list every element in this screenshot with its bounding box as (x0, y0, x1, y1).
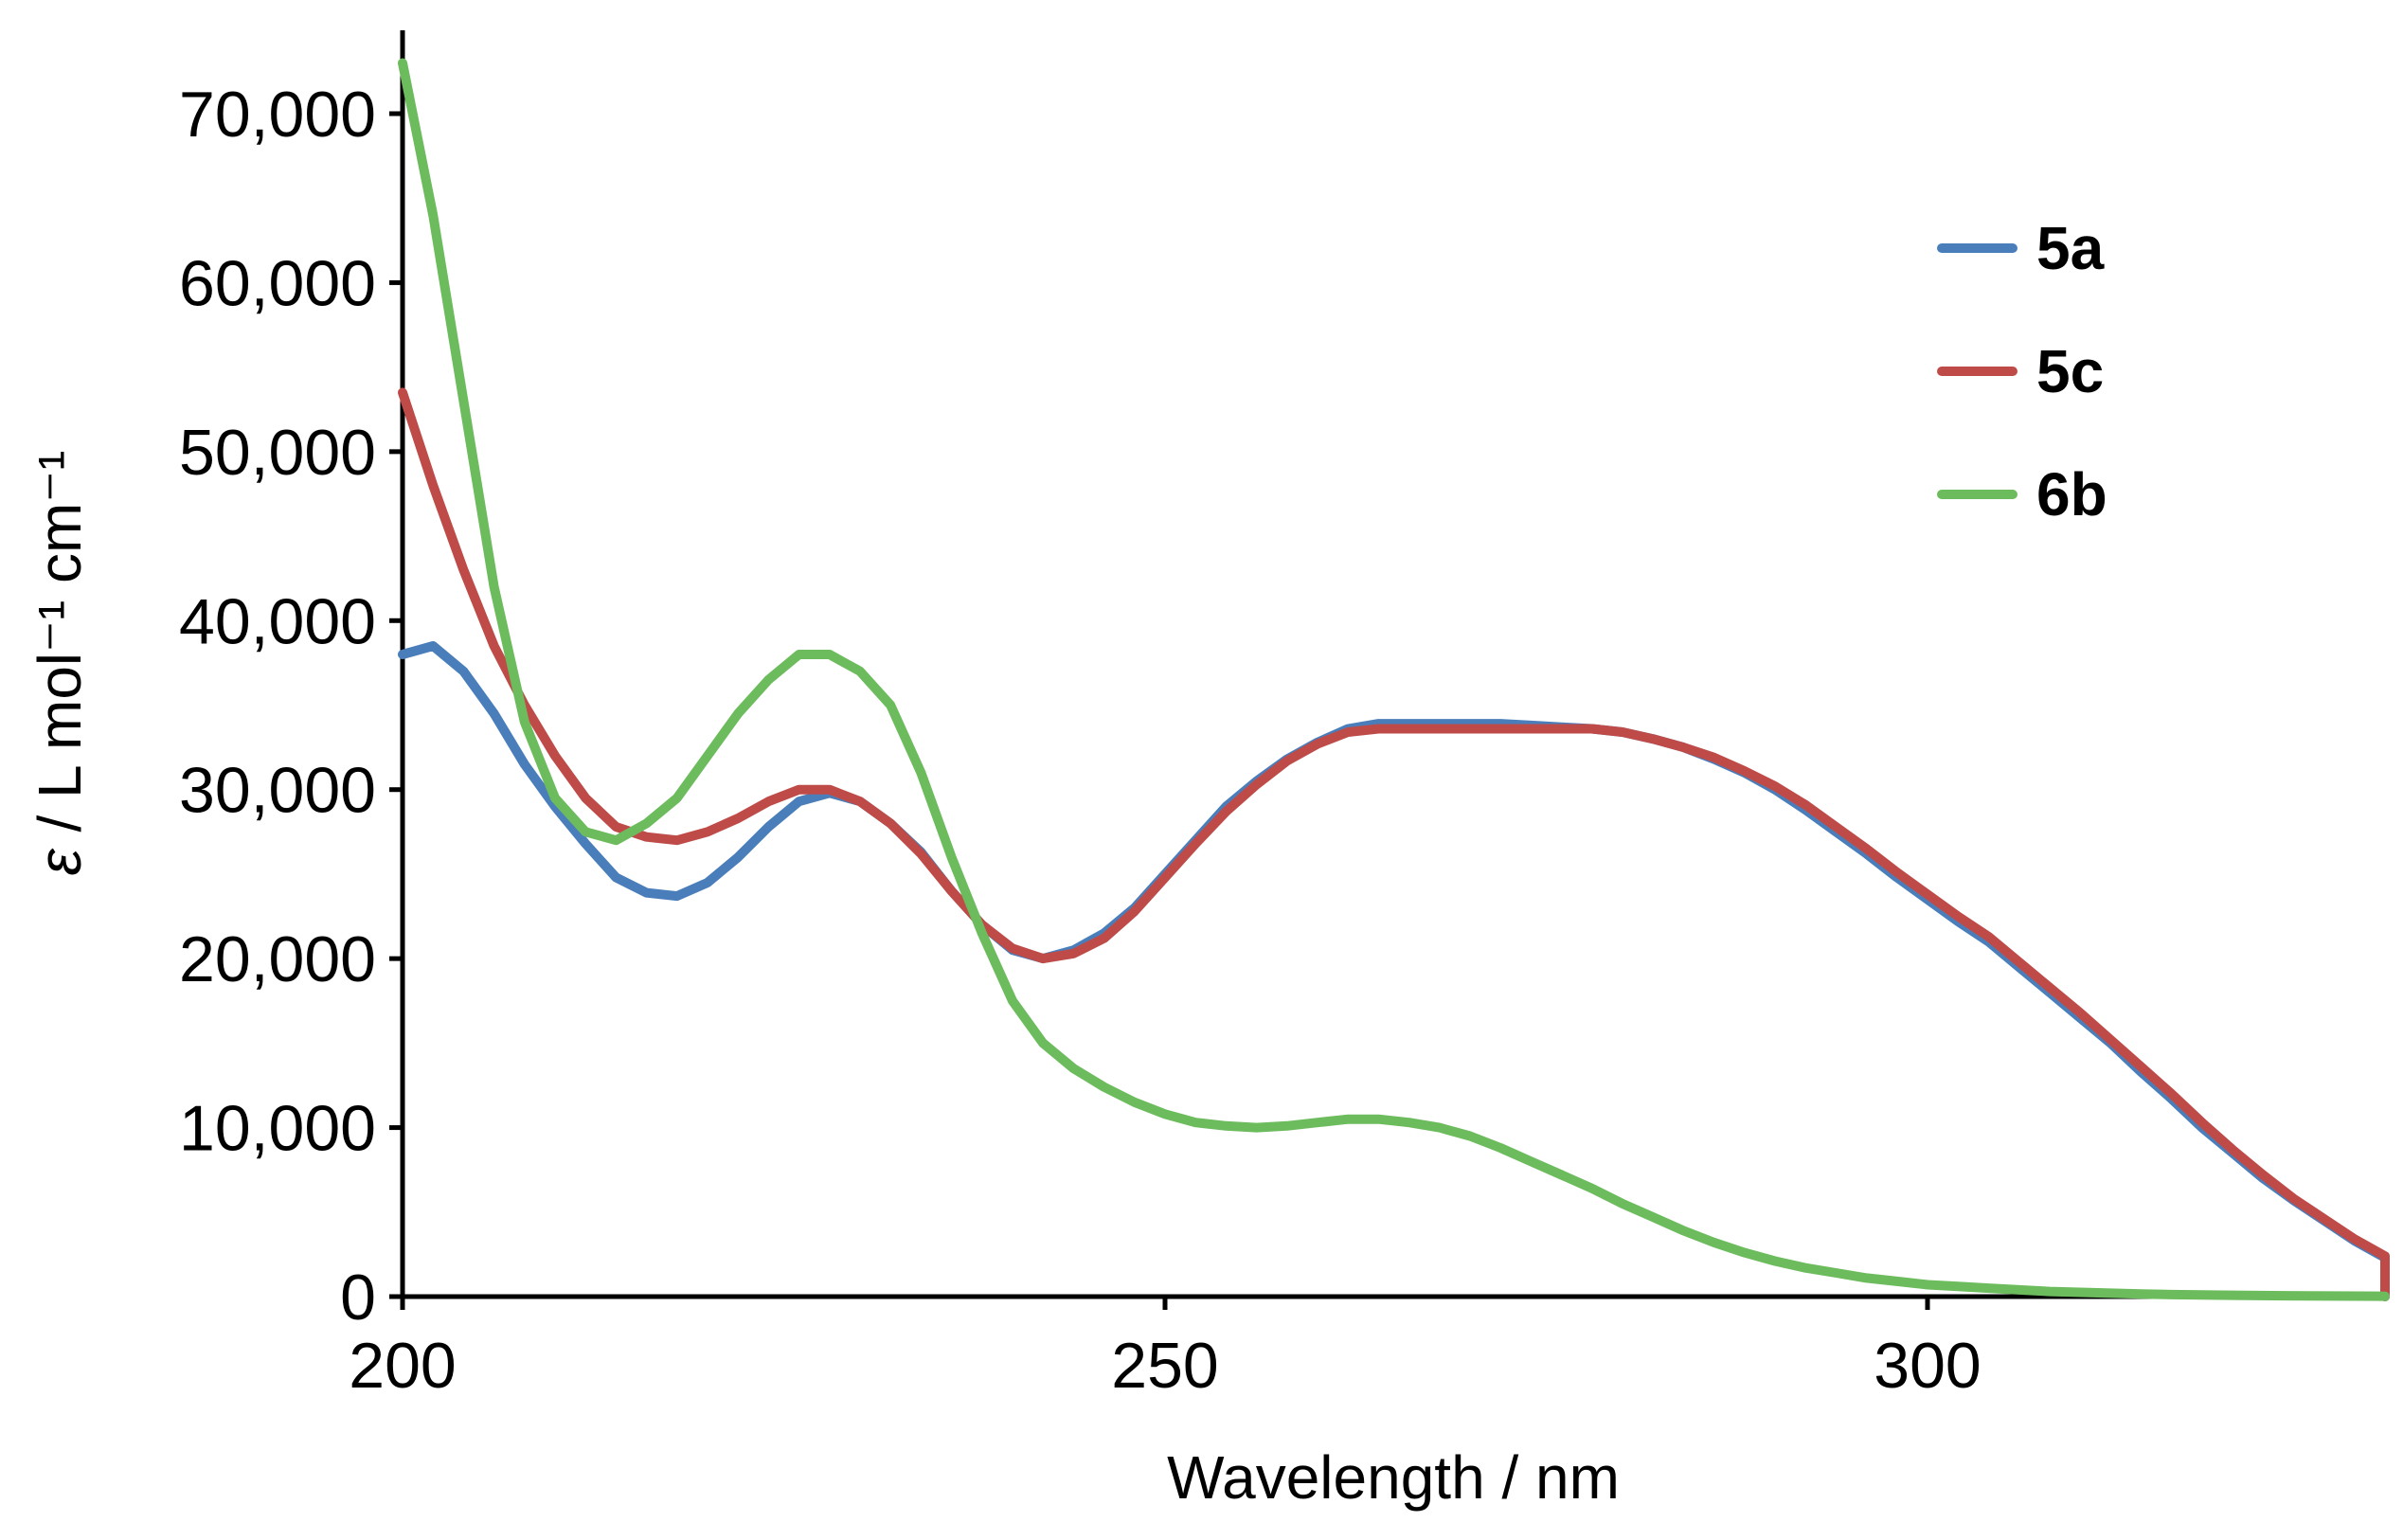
legend-label-6b: 6b (2036, 460, 2107, 528)
y-tick-label: 20,000 (179, 923, 376, 995)
series-lines (398, 58, 2390, 1301)
series-line-6b (398, 58, 2390, 1301)
x-tick-label: 200 (349, 1330, 456, 1402)
legend-label-5c: 5c (2036, 337, 2104, 405)
series-line-5c (398, 387, 2390, 1301)
y-axis-title: ε / L mol⁻¹ cm⁻¹ (26, 451, 94, 876)
y-tick-label: 40,000 (179, 585, 376, 657)
y-tick-label: 30,000 (179, 755, 376, 827)
y-axis-title-symbol: ε (26, 848, 94, 875)
x-tick-label: 300 (1874, 1330, 1981, 1402)
y-axis-ticks: 0 10,000 20,000 30,000 40,000 50,000 60,000 70,… (179, 79, 403, 1334)
y-tick-label: 10,000 (179, 1093, 376, 1165)
y-tick-label: 50,000 (179, 417, 376, 489)
series-line-5a (398, 641, 2390, 1301)
y-tick-label: 70,000 (179, 79, 376, 151)
y-tick-label: 0 (340, 1262, 376, 1334)
legend: 5a 5c 6b (1937, 214, 2107, 528)
y-tick-label: 60,000 (179, 247, 376, 319)
x-axis-ticks: 200250300350 (349, 1297, 1982, 1402)
x-tick-label: 250 (1111, 1330, 1218, 1402)
x-axis-title: Wavelength / nm (1167, 1443, 1620, 1512)
y-axis-title-units: / L mol⁻¹ cm⁻¹ (26, 451, 94, 850)
legend-label-5a: 5a (2036, 214, 2105, 282)
